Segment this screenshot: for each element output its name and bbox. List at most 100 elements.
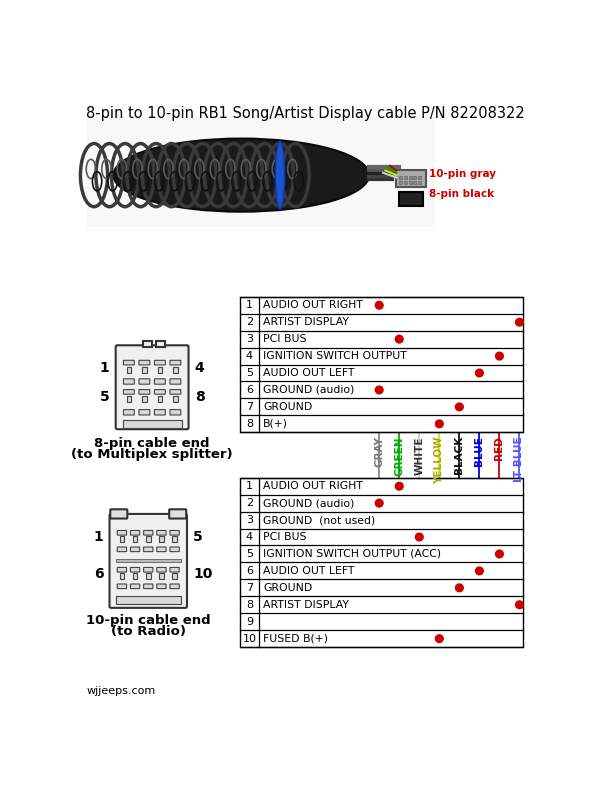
Text: 10-pin cable end: 10-pin cable end [86,614,211,627]
Circle shape [435,420,443,428]
FancyBboxPatch shape [139,379,150,384]
Text: RED: RED [494,436,504,460]
Bar [133,536,137,542]
Bar [173,367,178,373]
FancyBboxPatch shape [170,584,179,588]
FancyBboxPatch shape [157,531,166,535]
FancyBboxPatch shape [396,170,426,188]
Circle shape [476,567,483,575]
Bar [116,559,181,562]
Text: PCI BUS: PCI BUS [263,532,306,542]
FancyBboxPatch shape [117,547,127,552]
Circle shape [416,533,423,541]
FancyBboxPatch shape [144,584,153,588]
FancyBboxPatch shape [169,509,186,519]
FancyBboxPatch shape [124,360,134,365]
Text: 8: 8 [195,390,205,404]
Text: 1: 1 [94,530,103,544]
Text: GROUND: GROUND [263,402,312,412]
Circle shape [496,550,503,558]
Circle shape [435,635,443,642]
Bar [173,396,178,402]
Bar [159,573,164,579]
Text: 10: 10 [193,567,213,581]
FancyBboxPatch shape [155,360,165,365]
Circle shape [456,403,463,411]
Text: 4: 4 [246,351,253,361]
Text: 2: 2 [246,498,253,508]
Text: wjjeeps.com: wjjeeps.com [86,686,155,695]
Text: BLUE: BLUE [475,436,484,466]
Text: 5: 5 [100,390,109,404]
Text: FUSED B(+): FUSED B(+) [263,634,328,644]
FancyBboxPatch shape [157,567,166,572]
Bar [409,176,412,179]
Text: GROUND  (not used): GROUND (not used) [263,515,375,525]
FancyBboxPatch shape [170,360,181,365]
Bar [399,176,402,179]
Text: IGNITION SWITCH OUTPUT (ACC): IGNITION SWITCH OUTPUT (ACC) [263,549,441,559]
FancyBboxPatch shape [139,409,150,415]
Text: GROUND: GROUND [263,583,312,593]
Text: 2: 2 [246,317,253,327]
Text: IGNITION SWITCH OUTPUT: IGNITION SWITCH OUTPUT [263,351,407,361]
Text: 5: 5 [246,549,253,559]
Bar [399,181,402,185]
Text: (to Multiplex splitter): (to Multiplex splitter) [71,447,233,461]
Text: 6: 6 [246,566,253,576]
FancyBboxPatch shape [116,345,189,429]
Text: GROUND (audio): GROUND (audio) [263,385,355,395]
Text: GRAY: GRAY [374,436,384,467]
FancyBboxPatch shape [144,547,153,552]
FancyBboxPatch shape [143,341,152,347]
Text: 6: 6 [94,567,103,581]
Circle shape [395,482,403,490]
Circle shape [395,335,403,343]
Text: 3: 3 [246,515,253,525]
Bar [404,181,407,185]
FancyBboxPatch shape [139,360,150,365]
Text: AUDIO OUT RIGHT: AUDIO OUT RIGHT [263,300,363,310]
FancyBboxPatch shape [155,379,165,384]
Bar [418,181,421,185]
Bar [409,181,412,185]
FancyBboxPatch shape [117,567,127,572]
FancyBboxPatch shape [109,514,187,608]
Circle shape [516,318,524,326]
FancyBboxPatch shape [170,379,181,384]
Bar [142,396,147,402]
FancyBboxPatch shape [170,547,179,552]
Bar [158,396,162,402]
FancyBboxPatch shape [117,584,127,588]
Text: YELLOW: YELLOW [435,436,444,484]
FancyBboxPatch shape [144,567,153,572]
Circle shape [376,386,383,394]
FancyBboxPatch shape [157,584,166,588]
FancyBboxPatch shape [130,567,140,572]
Bar [240,478,522,647]
Text: 8: 8 [246,600,253,610]
Ellipse shape [113,139,369,211]
Bar [418,176,421,179]
Bar [122,420,181,428]
Text: AUDIO OUT LEFT: AUDIO OUT LEFT [263,368,355,378]
FancyBboxPatch shape [110,509,127,519]
Text: 9: 9 [246,617,253,626]
Circle shape [456,584,463,592]
FancyBboxPatch shape [170,390,181,394]
Text: 8-pin black: 8-pin black [429,188,494,199]
Text: PCI BUS: PCI BUS [263,334,306,345]
Bar [127,367,131,373]
Bar [159,536,164,542]
Text: LT BLUE: LT BLUE [515,436,525,482]
Circle shape [516,601,524,608]
Text: AUDIO OUT LEFT: AUDIO OUT LEFT [263,566,355,576]
Bar [146,536,150,542]
Bar [413,176,416,179]
Text: 10: 10 [242,634,256,644]
Circle shape [376,302,383,309]
FancyBboxPatch shape [124,379,134,384]
FancyBboxPatch shape [170,409,181,415]
Text: 5: 5 [246,368,253,378]
Text: 7: 7 [246,583,253,593]
